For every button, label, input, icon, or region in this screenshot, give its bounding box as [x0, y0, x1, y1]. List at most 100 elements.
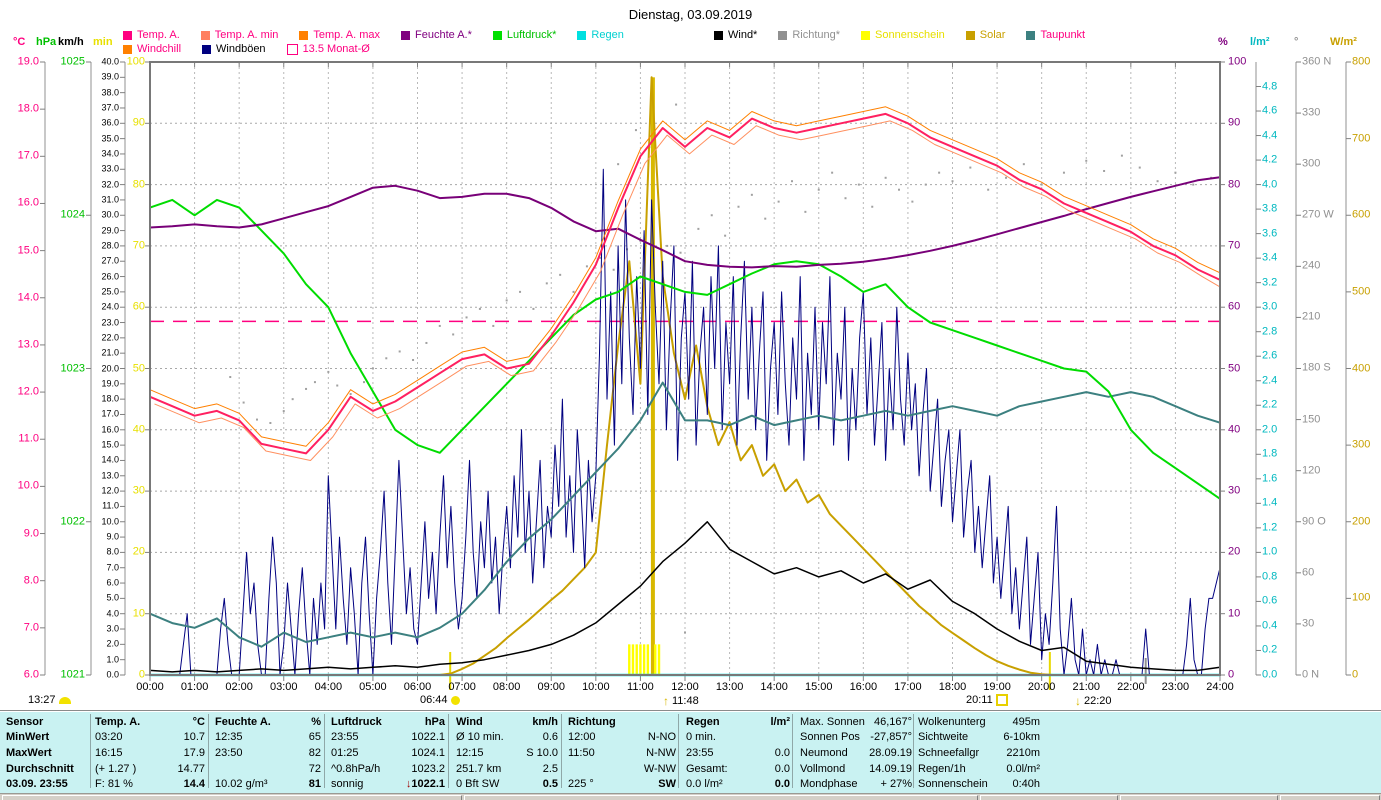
legend-item: Solar — [965, 29, 1005, 41]
tick-label: 30 — [1302, 617, 1315, 630]
tick-label: 400 — [1352, 362, 1371, 374]
tick-label: 6.0 — [106, 577, 119, 588]
table-divider — [678, 714, 679, 788]
info-label: Max. Sonnen — [800, 715, 865, 728]
legend-item: Wind* — [714, 29, 757, 41]
time-tick-label: 16:00 — [849, 681, 878, 693]
tick-label: 4.2 — [1262, 153, 1278, 166]
tick-label: 0.8 — [1262, 570, 1278, 583]
column-name: Richtung — [568, 715, 616, 728]
tick-label: 60 — [1228, 300, 1241, 313]
table-cell-label: 16:15 — [95, 746, 123, 759]
table-column-header: Wind km/h — [456, 714, 558, 730]
time-tick-label: 05:00 — [359, 681, 387, 693]
time-tick-label: 18:00 — [938, 681, 967, 693]
tick-label: 150 — [1302, 413, 1321, 426]
table-row: 23:50 82 — [215, 745, 321, 761]
tick-label: 30 — [1228, 484, 1241, 497]
table-column-header: Temp. A. °C — [95, 714, 205, 730]
series-richtung — [884, 176, 887, 179]
table-cell-label: Gesamt: — [686, 762, 728, 775]
table-column-header: Regen l/m² — [686, 714, 790, 730]
series-richtung — [737, 205, 740, 208]
table-info-column-2: Wolkenunterg 495m Sichtweite 6-10km Schneefa… — [918, 714, 1040, 792]
table-row: sonnig ↓1022.1 — [331, 776, 445, 792]
legend-swatch — [492, 30, 502, 40]
series-richtung — [938, 171, 941, 174]
tick-label: 28.0 — [101, 240, 119, 251]
table-cell-label: 0 min. — [686, 731, 716, 744]
marker-time: 22:20 — [1084, 695, 1112, 707]
time-tick-label: 02:00 — [225, 681, 253, 693]
table-cell-label: 251.7 km — [456, 762, 502, 775]
tick-label: 60 — [1302, 566, 1315, 579]
legend-swatch — [778, 30, 788, 40]
series-richtung — [465, 316, 468, 319]
series-richtung — [804, 210, 807, 213]
table-cell-label: 225 ° — [568, 778, 594, 791]
table-cell-label: 12:35 — [215, 731, 243, 744]
table-value: 1022.1 — [411, 731, 445, 744]
series-richtung — [545, 282, 548, 285]
tick-label: 3.2 — [1262, 276, 1278, 289]
tick-label: 9.0 — [106, 531, 119, 542]
tick-label: 27.0 — [101, 255, 119, 266]
info-value: 0:40h — [1012, 778, 1040, 791]
legend-label: Richtung* — [792, 29, 841, 41]
series-temp_a — [149, 112, 1221, 455]
table-cell-label: 23:55 — [686, 746, 714, 759]
tick-label: 1.0 — [1262, 545, 1278, 558]
tick-label: 12.0 — [101, 485, 119, 496]
legend-item: Temp. A. min — [200, 29, 278, 41]
series-richtung — [532, 307, 535, 310]
tick-label: 15.0 — [17, 244, 39, 257]
tick-label: 10.0 — [101, 516, 119, 527]
legend-label: Sonnenschein — [875, 29, 945, 41]
time-tick-label: 07:00 — [448, 681, 476, 693]
table-cell-label: ^0.8hPa/h — [331, 762, 381, 775]
table-row: 03:20 10.7 — [95, 730, 205, 746]
table-row: 01:25 1024.1 — [331, 745, 445, 761]
legend-swatch — [123, 44, 132, 54]
tick-label: 60 — [132, 300, 145, 313]
tick-label: 39.0 — [101, 71, 119, 82]
tick-label: 24.0 — [101, 301, 119, 312]
series-richtung — [385, 357, 388, 360]
tick-label: 90 O — [1302, 515, 1326, 528]
time-tick-label: 08:00 — [492, 681, 521, 693]
tick-label: 0.0 — [1262, 668, 1278, 681]
time-tick-label: 23:00 — [1161, 681, 1190, 693]
tick-label: 1024 — [60, 208, 85, 221]
axis-unit-km/h: km/h — [58, 36, 84, 48]
table-row: 72 — [215, 761, 321, 777]
time-tick-label: 01:00 — [180, 681, 209, 693]
solar-noon-icon: ↑ — [663, 694, 669, 708]
tick-label: 1022 — [60, 515, 85, 528]
table-info-row: Regen/1h 0.0l/m² — [918, 761, 1040, 777]
tick-label: 100 — [1228, 55, 1247, 68]
legend-swatch — [202, 44, 212, 54]
sunshine-bar — [642, 644, 646, 675]
moonset-icon: ↓ — [1075, 694, 1081, 708]
tick-label: 10 — [1228, 607, 1241, 620]
series-temp_a_max — [149, 106, 1221, 447]
table-value: 1023.2 — [411, 762, 445, 775]
column-name: Regen — [686, 715, 720, 728]
tick-label: 3.0 — [106, 623, 119, 634]
marker-time: 20:11 — [966, 694, 993, 706]
table-row: F: 81 % 14.4 — [95, 776, 205, 792]
legend-swatch — [1026, 30, 1036, 40]
time-tick-label: 14:00 — [760, 681, 788, 693]
table-cell-label: 12:00 — [568, 731, 596, 744]
legend-item: Temp. A. — [123, 29, 180, 41]
series-luftdruck — [149, 198, 1221, 500]
series-richtung — [924, 183, 927, 186]
tick-label: 3.6 — [1262, 227, 1278, 240]
table-info-row: Schneefallgr 2210m — [918, 745, 1040, 761]
tick-label: 13.0 — [101, 470, 119, 481]
series-richtung — [987, 188, 990, 191]
down-arrow-icon: ↓ — [405, 778, 412, 791]
tick-label: 40.0 — [101, 56, 119, 67]
legend-swatch — [965, 30, 975, 40]
tick-label: 16.0 — [17, 196, 39, 209]
